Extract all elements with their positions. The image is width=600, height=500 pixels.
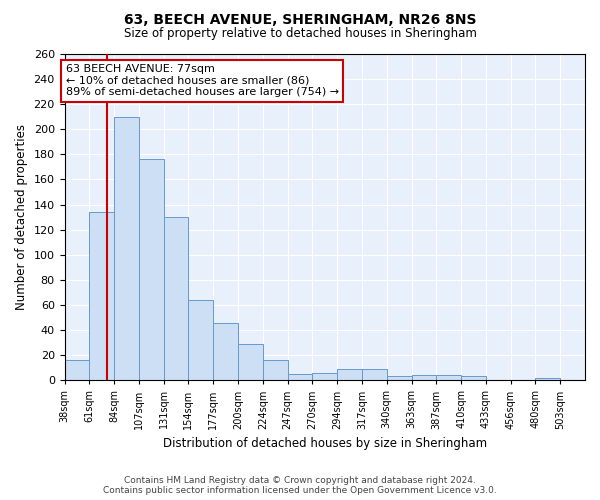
Bar	[213, 322, 238, 380]
Bar	[313, 372, 337, 380]
Bar	[461, 376, 486, 380]
Y-axis label: Number of detached properties: Number of detached properties	[15, 124, 28, 310]
Bar	[387, 376, 412, 380]
Bar	[263, 360, 287, 380]
Bar	[535, 378, 560, 380]
Text: Size of property relative to detached houses in Sheringham: Size of property relative to detached ho…	[124, 28, 476, 40]
Bar	[89, 212, 114, 380]
Text: 63, BEECH AVENUE, SHERINGHAM, NR26 8NS: 63, BEECH AVENUE, SHERINGHAM, NR26 8NS	[124, 12, 476, 26]
Bar	[287, 374, 313, 380]
X-axis label: Distribution of detached houses by size in Sheringham: Distribution of detached houses by size …	[163, 437, 487, 450]
Bar	[362, 369, 387, 380]
Bar	[139, 160, 164, 380]
Bar	[436, 375, 461, 380]
Text: 63 BEECH AVENUE: 77sqm
← 10% of detached houses are smaller (86)
89% of semi-det: 63 BEECH AVENUE: 77sqm ← 10% of detached…	[66, 64, 339, 97]
Bar	[337, 369, 362, 380]
Bar	[188, 300, 213, 380]
Bar	[65, 360, 89, 380]
Bar	[114, 116, 139, 380]
Bar	[412, 375, 436, 380]
Text: Contains HM Land Registry data © Crown copyright and database right 2024.
Contai: Contains HM Land Registry data © Crown c…	[103, 476, 497, 495]
Bar	[164, 217, 188, 380]
Bar	[238, 344, 263, 381]
